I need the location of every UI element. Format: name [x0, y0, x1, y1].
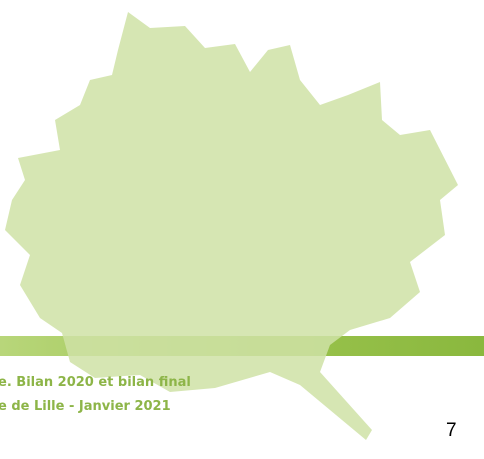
leaf-decoration [5, 12, 458, 440]
footer-line: e de Lille - Janvier 2021 [0, 399, 171, 414]
footer-line: e. Bilan 2020 et bilan final [0, 375, 191, 390]
page-number: 7 [446, 420, 457, 441]
